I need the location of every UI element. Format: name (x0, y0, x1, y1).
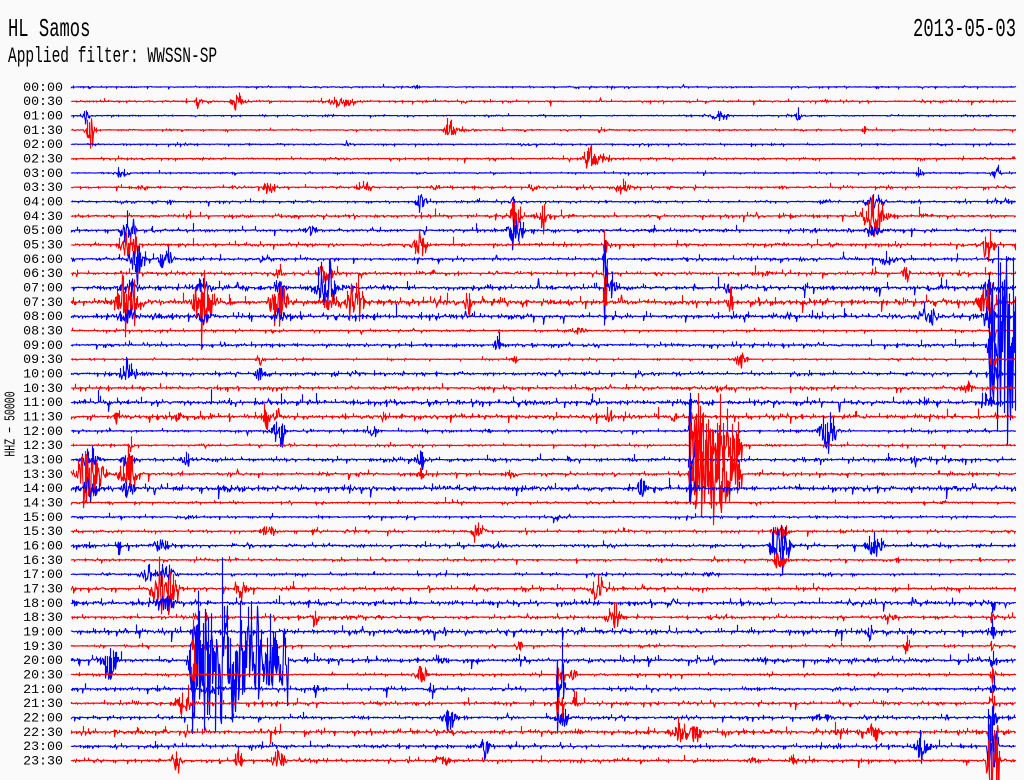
svg-text:01:00: 01:00 (23, 109, 63, 124)
svg-text:21:30: 21:30 (23, 696, 63, 711)
svg-text:20:00: 20:00 (23, 653, 63, 668)
svg-text:03:00: 03:00 (23, 166, 63, 181)
svg-text:12:00: 12:00 (23, 424, 63, 439)
svg-text:15:30: 15:30 (23, 524, 63, 539)
svg-text:03:30: 03:30 (23, 180, 63, 195)
svg-text:15:00: 15:00 (23, 510, 63, 525)
svg-text:19:00: 19:00 (23, 624, 63, 639)
svg-text:05:00: 05:00 (23, 223, 63, 238)
svg-text:11:00: 11:00 (23, 395, 63, 410)
svg-text:08:30: 08:30 (23, 324, 63, 339)
svg-text:08:00: 08:00 (23, 309, 63, 324)
svg-text:00:00: 00:00 (23, 80, 63, 95)
svg-text:21:00: 21:00 (23, 682, 63, 697)
svg-text:11:30: 11:30 (23, 409, 63, 424)
svg-text:13:30: 13:30 (23, 467, 63, 482)
svg-text:00:30: 00:30 (23, 94, 63, 109)
svg-text:09:30: 09:30 (23, 352, 63, 367)
svg-text:16:00: 16:00 (23, 538, 63, 553)
svg-text:18:30: 18:30 (23, 610, 63, 625)
svg-text:04:30: 04:30 (23, 209, 63, 224)
svg-text:07:00: 07:00 (23, 281, 63, 296)
svg-text:23:30: 23:30 (23, 753, 63, 768)
svg-text:12:30: 12:30 (23, 438, 63, 453)
svg-text:13:00: 13:00 (23, 452, 63, 467)
svg-text:04:00: 04:00 (23, 195, 63, 210)
svg-text:20:30: 20:30 (23, 667, 63, 682)
svg-text:22:30: 22:30 (23, 725, 63, 740)
svg-text:09:00: 09:00 (23, 338, 63, 353)
svg-text:10:30: 10:30 (23, 381, 63, 396)
svg-text:19:30: 19:30 (23, 639, 63, 654)
svg-text:05:30: 05:30 (23, 238, 63, 253)
svg-text:07:30: 07:30 (23, 295, 63, 310)
svg-text:17:30: 17:30 (23, 581, 63, 596)
svg-text:17:00: 17:00 (23, 567, 63, 582)
svg-text:18:00: 18:00 (23, 596, 63, 611)
svg-text:14:30: 14:30 (23, 495, 63, 510)
svg-text:02:00: 02:00 (23, 137, 63, 152)
svg-text:23:00: 23:00 (23, 739, 63, 754)
svg-text:01:30: 01:30 (23, 123, 63, 138)
svg-text:16:30: 16:30 (23, 553, 63, 568)
svg-text:10:00: 10:00 (23, 367, 63, 382)
svg-text:14:00: 14:00 (23, 481, 63, 496)
svg-text:22:00: 22:00 (23, 710, 63, 725)
svg-text:06:30: 06:30 (23, 266, 63, 281)
svg-text:02:30: 02:30 (23, 152, 63, 167)
svg-text:06:00: 06:00 (23, 252, 63, 267)
